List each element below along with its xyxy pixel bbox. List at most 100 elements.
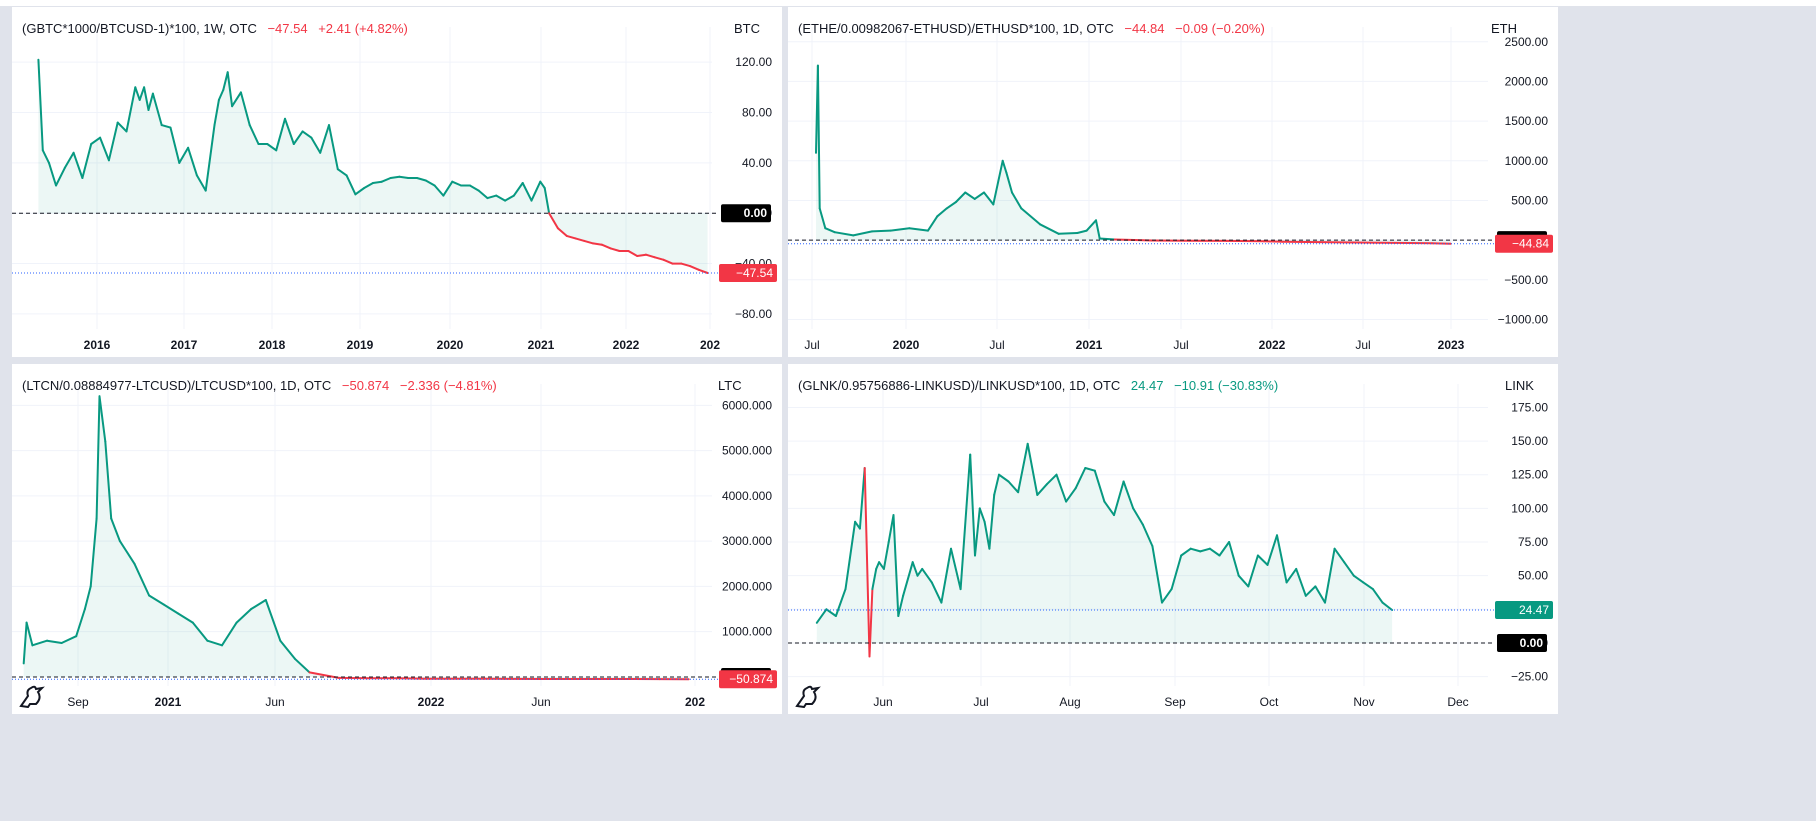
series-segment (336, 168, 348, 177)
series-segment (116, 121, 128, 133)
legend-btc: (GBTC*1000/BTCUSD-1)*100, 1W, OTC −47.54… (22, 21, 408, 36)
series-segment (697, 268, 709, 274)
series-segment (110, 517, 121, 543)
legend-interval: 1W (203, 21, 223, 36)
series-segment (486, 194, 498, 200)
y-tick-label: −25.00 (1511, 670, 1548, 684)
series-segment (48, 161, 57, 187)
tradingview-logo-icon[interactable] (794, 682, 824, 708)
series-segment (169, 126, 181, 164)
series-segment (1381, 601, 1394, 611)
chart-svg-eth[interactable]: 2500.002000.001500.001000.00500.000.00−5… (788, 7, 1558, 357)
legend-interval: 1D (1062, 21, 1080, 36)
series-segment (653, 256, 665, 261)
legend-last: 24.47 (1130, 378, 1164, 393)
series-segment (530, 180, 542, 202)
legend-exchange: OTC (1092, 378, 1121, 393)
series-segment (911, 561, 919, 577)
unit-label-ltc: LTC (718, 378, 742, 393)
series-segment (936, 207, 948, 218)
series-segment (983, 520, 991, 550)
series-segment (266, 143, 278, 152)
series-segment (250, 599, 267, 610)
x-tick-label: Nov (1353, 695, 1374, 709)
series-segment (293, 657, 311, 674)
chart-panel-link[interactable]: 175.00150.00125.00100.0075.0050.0025.000… (788, 364, 1558, 714)
legend-change-pct: (−4.81%) (443, 378, 497, 393)
series-segment (72, 151, 84, 179)
series-segment (1122, 480, 1135, 510)
chart-panel-eth[interactable]: 2500.002000.001500.001000.00500.000.00−5… (788, 7, 1558, 357)
series-segment (1161, 588, 1173, 604)
x-tick-label: Jul (804, 338, 819, 352)
legend-exchange: OTC (303, 378, 332, 393)
series-segment (1005, 171, 1013, 194)
legend-change-pct: (−0.20%) (1211, 21, 1265, 36)
series-segment (1001, 159, 1008, 174)
series-segment (1276, 534, 1288, 584)
series-segment (1324, 547, 1336, 604)
series-segment (41, 149, 50, 164)
legend-change: −10.91 (1174, 378, 1215, 393)
legend-symbol: (ETHE/0.00982067-ETHUSD)/ETHUSD*100 (798, 21, 1056, 36)
legend-symbol: (GLNK/0.95756886-LINKUSD)/LINKUSD*100 (798, 378, 1062, 393)
y-tick-label: 120.00 (735, 55, 772, 69)
series-segment (887, 514, 895, 543)
series-segment (863, 467, 871, 658)
series-segment (1085, 219, 1097, 232)
series-segment (1141, 523, 1154, 548)
last-value-badge-label: −44.84 (1512, 237, 1549, 251)
series-segment (1055, 473, 1068, 503)
series-segment (1371, 588, 1384, 604)
series-segment (380, 177, 392, 183)
series-segment (930, 581, 943, 604)
series-segment (60, 635, 78, 644)
series-segment (539, 180, 546, 189)
series-segment (1343, 561, 1355, 577)
series-segment (138, 86, 146, 101)
y-tick-label: 40.00 (742, 156, 772, 170)
x-tick-label: 202 (685, 695, 705, 709)
series-segment (310, 136, 322, 154)
series-segment (143, 86, 150, 111)
series-segment (222, 71, 229, 91)
chart-panel-ltc[interactable]: 6000.000 5000.000 4000.000 3000.000 2000.000… (12, 364, 782, 714)
zero-badge-label: 0.00 (744, 206, 768, 220)
x-tick-label: Jun (265, 695, 284, 709)
legend-change: −2.336 (399, 378, 440, 393)
series-segment (892, 514, 900, 617)
chart-panel-btc[interactable]: 120.0080.0040.000.00−40.00−80.0020162017… (12, 7, 782, 357)
series-segment (1093, 469, 1106, 503)
chart-svg-btc[interactable]: 120.0080.0040.000.00−40.00−80.0020162017… (12, 7, 782, 357)
series-segment (328, 124, 339, 171)
y-tick-label: −80.00 (735, 307, 772, 321)
series-segment (627, 250, 639, 257)
series-segment (927, 215, 939, 232)
x-tick-label: 202 (700, 338, 720, 352)
series-segment (959, 453, 972, 591)
chart-svg-ltc[interactable]: 6000.000 5000.000 4000.000 3000.000 2000.000… (12, 364, 782, 714)
series-area (816, 65, 1451, 244)
last-value-badge-label: 24.47 (1519, 603, 1549, 617)
series-segment (1199, 547, 1211, 553)
series-segment (1304, 585, 1317, 597)
chart-svg-link[interactable]: 175.00150.00125.00100.0075.0050.0025.000… (788, 364, 1558, 714)
series-segment (818, 207, 827, 230)
series-segment (543, 187, 551, 215)
tradingview-logo-icon[interactable] (18, 682, 48, 708)
series-segment (125, 86, 137, 133)
series-segment (1151, 545, 1163, 604)
series-segment (89, 517, 98, 588)
series-segment (468, 184, 480, 192)
series-segment (231, 91, 242, 108)
series-segment (221, 621, 238, 647)
series-segment (1352, 574, 1365, 584)
series-segment (824, 227, 836, 234)
series-segment (583, 239, 595, 245)
last-value-badge (1495, 601, 1553, 620)
series-segment (134, 86, 141, 101)
series-segment (416, 177, 427, 182)
last-value-badge-label: −47.54 (736, 266, 773, 280)
legend-ltc: (LTCN/0.08884977-LTCUSD)/LTCUSD*100, 1D,… (22, 378, 497, 393)
unit-label-btc: BTC (734, 21, 760, 36)
